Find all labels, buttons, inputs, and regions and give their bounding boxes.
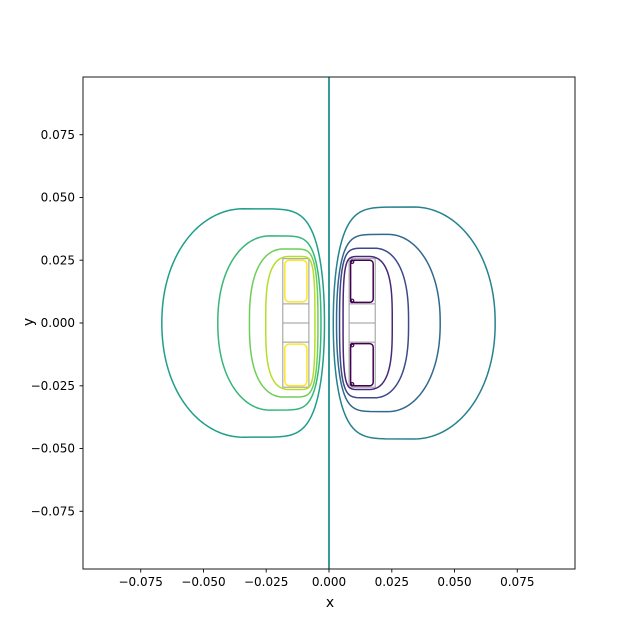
x-tick-label: −0.050 <box>181 575 225 589</box>
y-tick-label: 0.000 <box>41 316 75 330</box>
contour-line-level-9 <box>264 255 316 391</box>
contour-line-level-7 <box>217 235 322 411</box>
contour-notch <box>349 298 355 304</box>
x-tick-label: 0.075 <box>500 575 534 589</box>
contour-notch <box>349 259 355 265</box>
y-axis-label: y <box>21 317 37 327</box>
x-tick-label: 0.025 <box>375 575 409 589</box>
contour-line-level-0 <box>349 342 374 387</box>
contour-notch <box>349 381 355 387</box>
contour-line-level-10 <box>284 259 308 303</box>
contour-line-level-1 <box>342 255 394 391</box>
contour-line-level-4 <box>332 206 496 440</box>
contour-line-level-0 <box>349 259 374 304</box>
x-tick-label: 0.050 <box>437 575 471 589</box>
contour-notch <box>349 342 355 348</box>
x-tick-label: −0.075 <box>118 575 162 589</box>
y-tick-label: −0.025 <box>31 379 75 393</box>
y-tick-label: 0.050 <box>41 191 75 205</box>
y-tick-label: −0.050 <box>31 442 75 456</box>
x-tick-label: −0.025 <box>244 575 288 589</box>
contour-line-level-6 <box>161 208 326 438</box>
x-axis-label: x <box>325 595 335 611</box>
contour-line-level-2 <box>338 247 410 399</box>
contour-line-level-3 <box>335 233 441 413</box>
y-tick-label: 0.025 <box>41 253 75 267</box>
contour-line-level-8 <box>248 248 319 398</box>
contour-line-level-10 <box>284 343 308 387</box>
y-tick-label: −0.075 <box>31 505 75 519</box>
x-tick-label: 0.000 <box>312 575 346 589</box>
y-tick-label: 0.075 <box>41 128 75 142</box>
